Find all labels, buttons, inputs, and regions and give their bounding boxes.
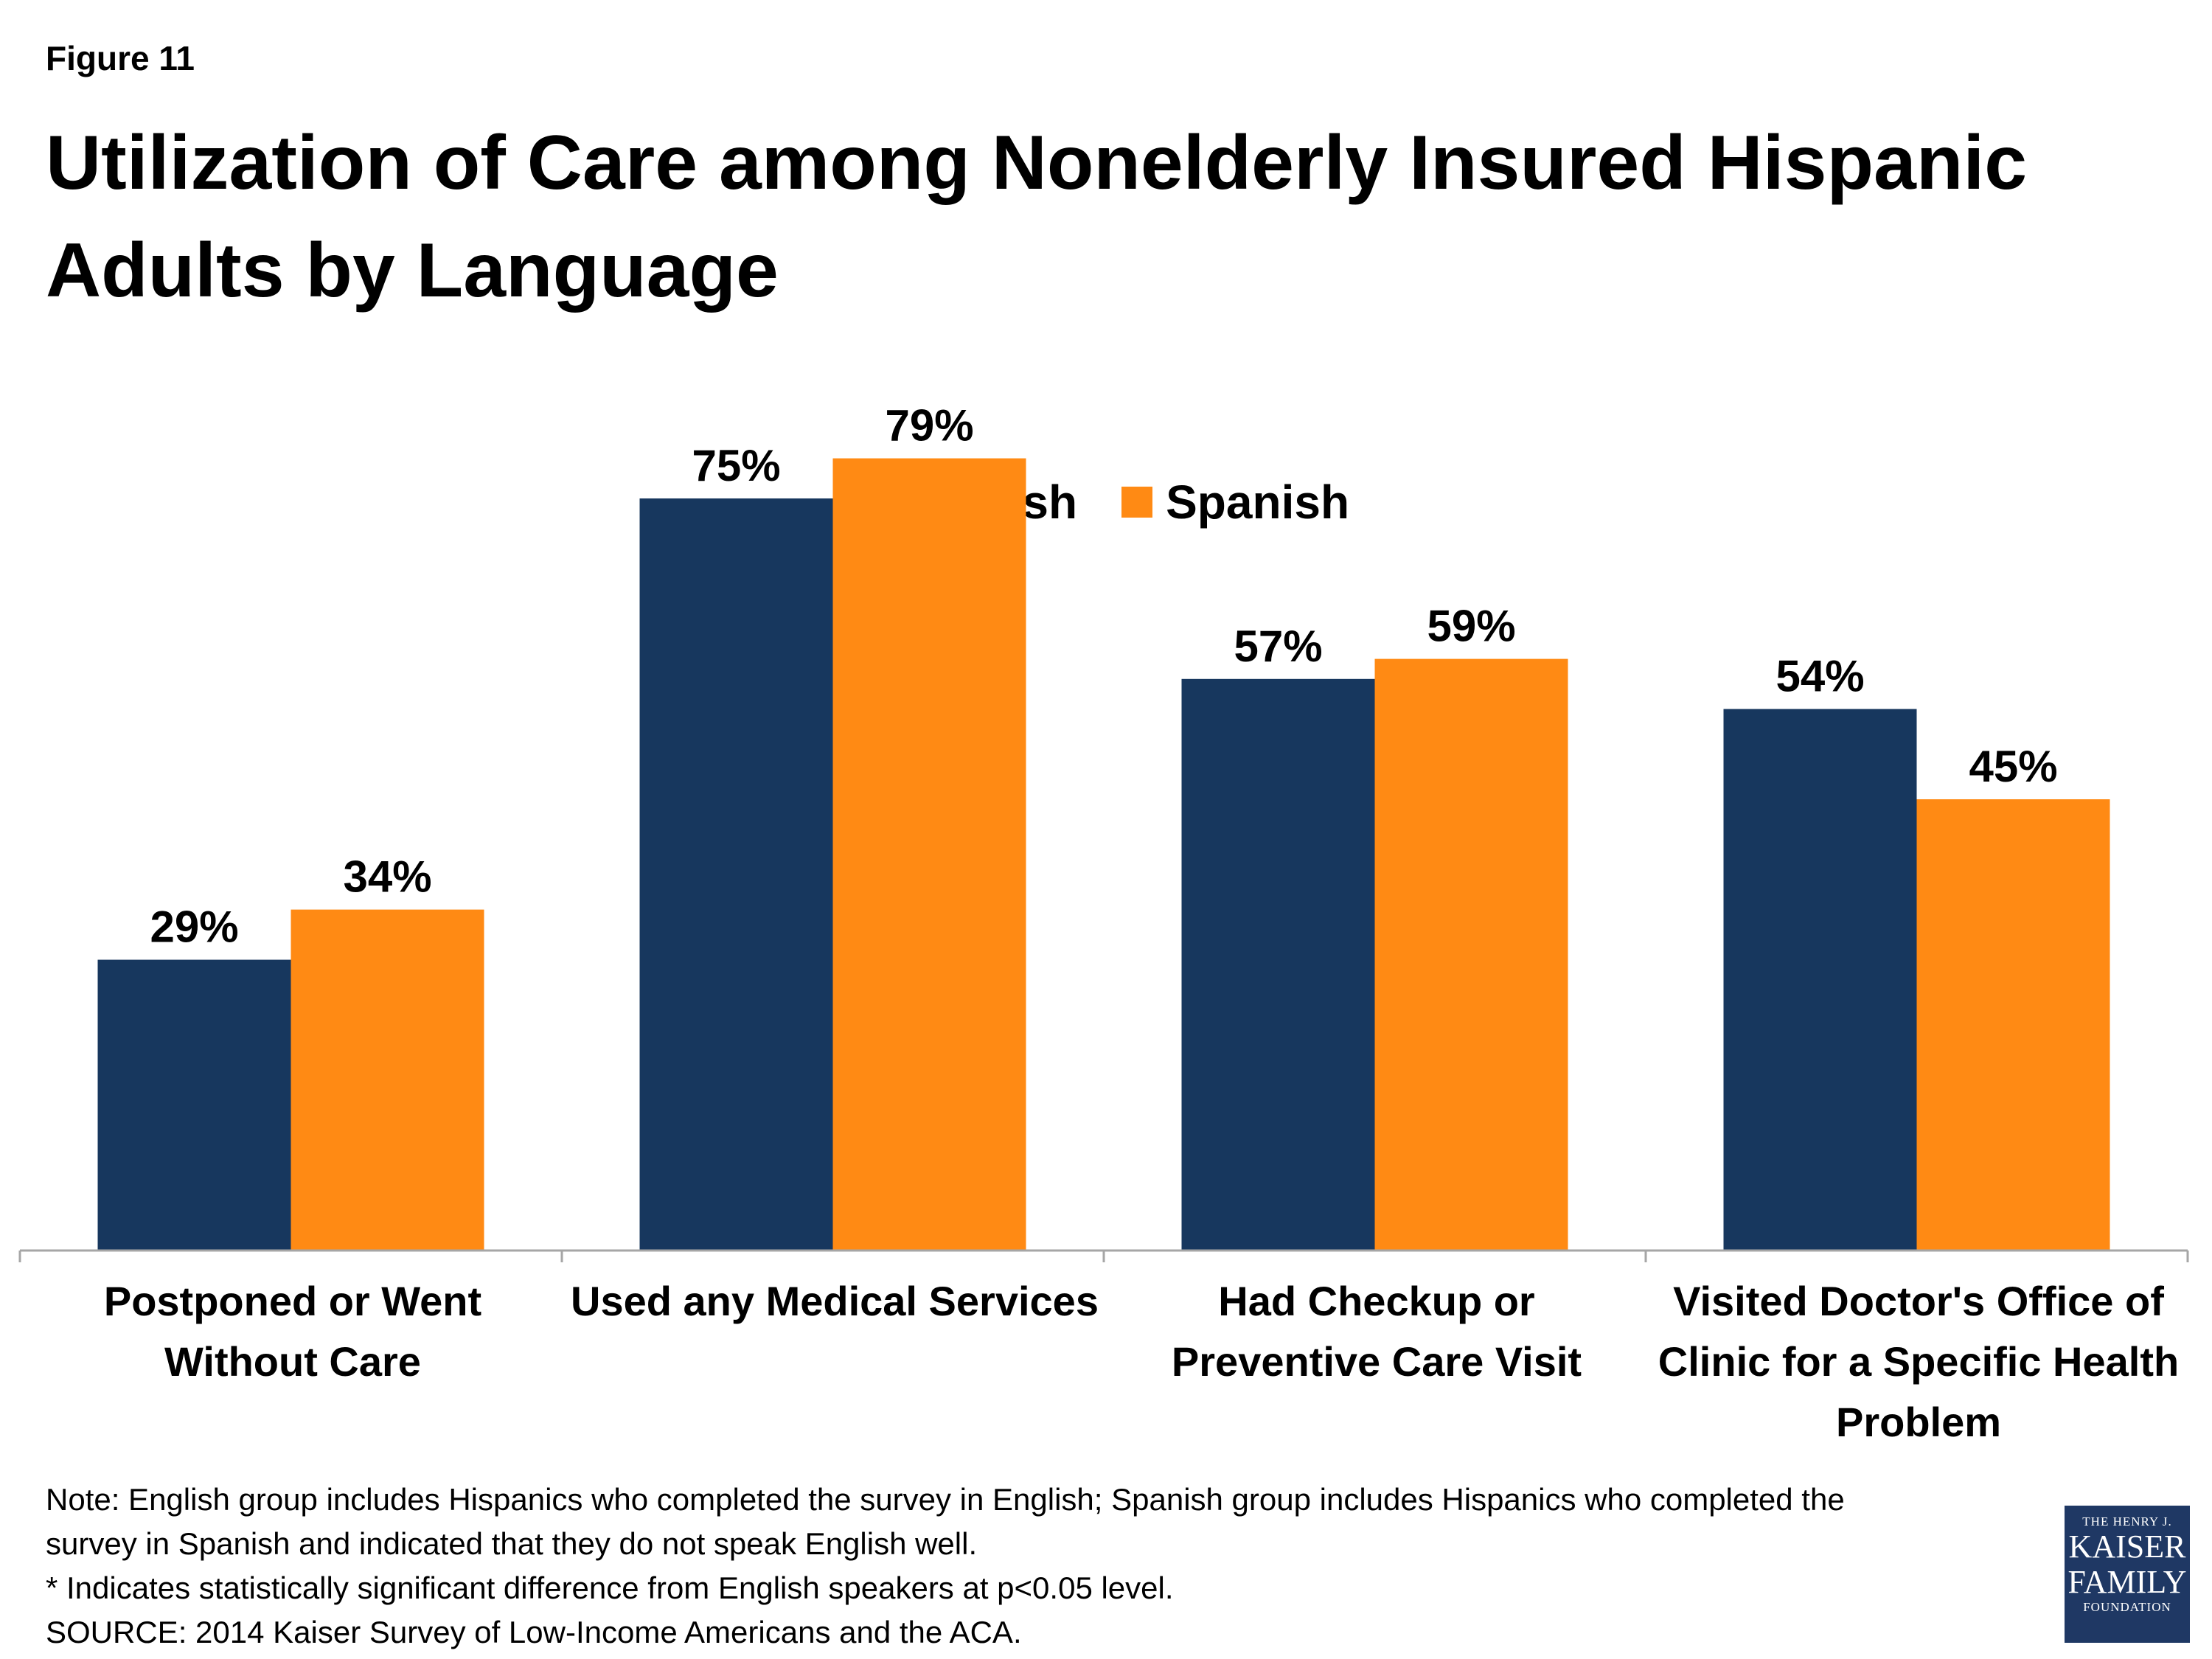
notes: Note: English group includes Hispanics w… [46,1478,2037,1655]
bar-english [1181,678,1375,1251]
logo-line: FOUNDATION [2083,1600,2171,1614]
category-label-visited-doctor: Visited Doctor's Office of Clinic for a … [1658,1278,2180,1445]
note-line: survey in Spanish and indicated that the… [46,1526,978,1561]
data-label-spanish: 45% [1969,742,2057,791]
data-label-english: 75% [692,441,780,490]
data-label-spanish: 79% [885,401,973,451]
bar-english [97,959,291,1251]
bar-spanish [832,458,1026,1251]
legend-swatch-spanish [1121,487,1153,518]
legend-label-spanish: Spanish [1166,476,1350,529]
note-line: SOURCE: 2014 Kaiser Survey of Low-Income… [46,1615,1022,1649]
note-line: * Indicates statistically significant di… [46,1571,1174,1605]
bar-spanish [291,909,484,1251]
figure-label: Figure 11 [46,39,195,77]
logo-line: KAISER [2068,1528,2186,1565]
data-label-english: 57% [1234,622,1322,671]
note-line: Note: English group includes Hispanics w… [46,1482,1845,1517]
chart-title: Utilization of Care among Nonelderly Ins… [46,120,2028,313]
data-label-spanish: 34% [343,852,431,902]
data-label-spanish: 59% [1427,602,1515,651]
kaiser-logo: THE HENRY J. KAISER FAMILY FOUNDATION [2065,1506,2190,1643]
category-label-used-services: Used any Medical Services [571,1278,1099,1324]
logo-line: FAMILY [2067,1564,2187,1600]
bar-spanish [1374,658,1568,1251]
data-label-english: 54% [1775,652,1864,701]
bar-spanish [1916,799,2110,1251]
legend-item-spanish: Spanish [1121,475,1349,529]
category-label-checkup: Had Checkup or Preventive Care Visit [1171,1278,1582,1385]
bar-english [639,498,833,1251]
bar-english [1723,709,1917,1251]
logo-line: THE HENRY J. [2082,1514,2172,1528]
category-label-postponed: Postponed or Went Without Care [103,1278,482,1385]
data-label-english: 29% [150,902,238,952]
